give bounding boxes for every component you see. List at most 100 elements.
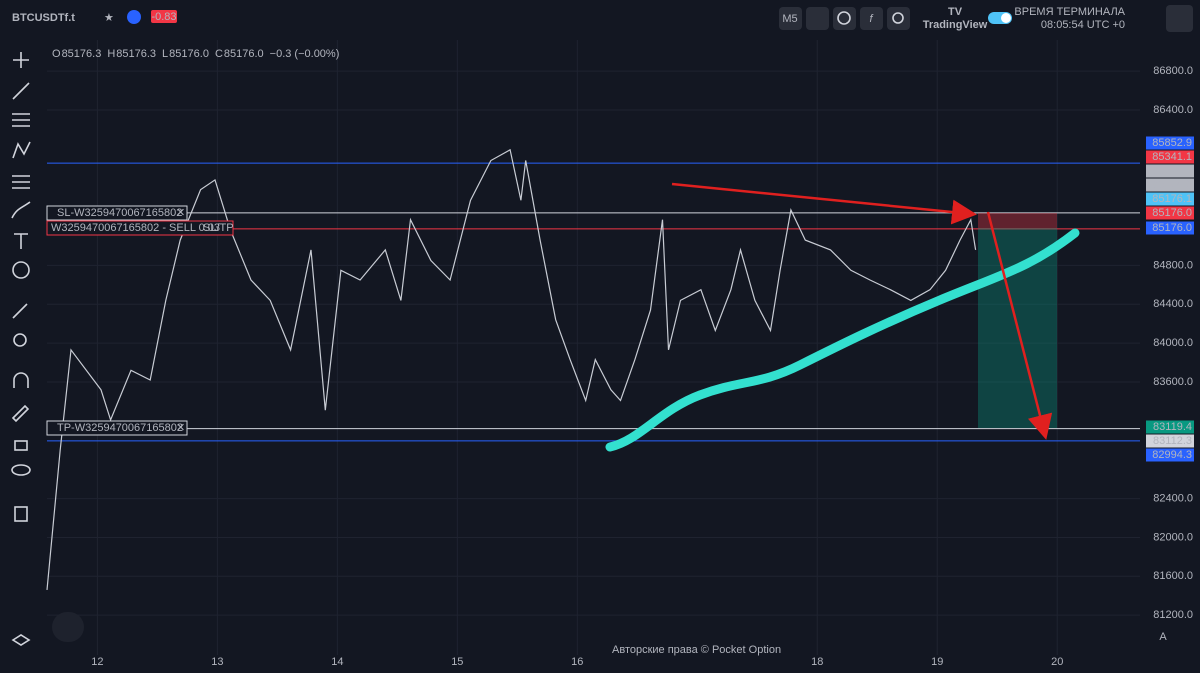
magnet-tool[interactable] bbox=[13, 372, 29, 388]
price-labels: 85852.9 85341.1 85326.7 85176.2 85176.1 85176… bbox=[1146, 136, 1194, 462]
time-label: ВРЕМЯ ТЕРМИНАЛА bbox=[1014, 6, 1125, 18]
ohlc-legend: O 85176.3 H 85176.3 L 85176.0 C 85176.0 −0.3 (−0… bbox=[52, 48, 339, 60]
y-tick-label: 84000.0 bbox=[1153, 337, 1193, 349]
price-tag-label: 85341.1 bbox=[1152, 151, 1192, 163]
trend-drawing bbox=[605, 228, 1080, 452]
price-tag bbox=[1146, 206, 1194, 220]
entry-label: W3259470067165802 - SELL 0.03 bbox=[51, 222, 220, 234]
sl-label: SL-W3259470067165802 bbox=[57, 207, 182, 219]
y-tick-label: 84800.0 bbox=[1153, 259, 1193, 271]
fib-tool[interactable] bbox=[12, 113, 30, 127]
x-tick-label: 12 bbox=[91, 656, 103, 668]
change: -0.83 bbox=[151, 11, 176, 23]
price-tag bbox=[1146, 448, 1194, 462]
ohlc-key: O bbox=[52, 48, 61, 60]
indicators-button[interactable] bbox=[860, 7, 883, 30]
lock-tool[interactable] bbox=[14, 440, 28, 451]
x-tick-label: 15 bbox=[451, 656, 463, 668]
toggle-knob bbox=[1001, 13, 1011, 23]
x-tick-label: 19 bbox=[931, 656, 943, 668]
y-tick-label: 86800.0 bbox=[1153, 65, 1193, 77]
projection-tool[interactable] bbox=[12, 175, 30, 189]
arrow bbox=[671, 182, 977, 225]
chart-type-button[interactable] bbox=[806, 7, 829, 30]
close-button[interactable]: ✕ bbox=[176, 207, 185, 219]
favorite-star[interactable]: ★ bbox=[104, 12, 114, 24]
info-icon[interactable] bbox=[127, 10, 141, 24]
x-tick-label: 20 bbox=[1051, 656, 1063, 668]
add-button[interactable] bbox=[833, 7, 856, 30]
toolbar-bg bbox=[0, 40, 42, 673]
price-tag bbox=[1146, 178, 1194, 192]
plot: 12 13 14 15 16 18 19 20 86800.0 86400.0 84800.0 844… bbox=[46, 40, 1193, 668]
price-tag bbox=[1146, 136, 1194, 150]
visibility-tool[interactable] bbox=[11, 464, 31, 476]
ruler-tool[interactable] bbox=[12, 303, 28, 319]
ohlc-value: 85176.3 bbox=[62, 48, 102, 60]
tv-logo: TV bbox=[948, 6, 963, 18]
pattern-tool[interactable] bbox=[12, 141, 31, 159]
y-tick-label: 84400.0 bbox=[1153, 298, 1193, 310]
text-tool[interactable] bbox=[14, 233, 28, 249]
loss-zone bbox=[978, 213, 1057, 228]
add-icon bbox=[837, 11, 851, 25]
x-tick-label: 18 bbox=[811, 656, 823, 668]
indicators-icon: f bbox=[869, 13, 873, 25]
price-tag-label: 85176.0 bbox=[1152, 222, 1192, 234]
auto-scale[interactable]: A bbox=[1159, 631, 1167, 643]
price-tag-label: 85326.7 bbox=[1152, 165, 1192, 177]
emoji-tool[interactable] bbox=[12, 261, 30, 279]
price-tag-label: 85176.1 bbox=[1152, 193, 1192, 205]
brand: TradingView bbox=[923, 19, 988, 31]
timeframe: M5 bbox=[782, 13, 797, 25]
ohlc-key: L bbox=[162, 48, 168, 60]
arrow bbox=[986, 211, 1053, 440]
timeframe-button[interactable] bbox=[779, 7, 802, 30]
price-tag bbox=[1146, 221, 1194, 235]
tp-label-box bbox=[46, 420, 188, 436]
ohlc-value: 85176.0 bbox=[224, 48, 264, 60]
sltp-button[interactable]: SL/TP bbox=[203, 222, 234, 234]
tp-label: TP-W3259470067165802 bbox=[57, 422, 183, 434]
entry-label-box bbox=[46, 220, 234, 236]
order-labels: SL-W3259470067165802 ✕ W3259470067165802… bbox=[46, 205, 234, 436]
price-tag bbox=[1146, 434, 1194, 448]
delete-tool[interactable] bbox=[14, 506, 28, 522]
sl-label-box bbox=[46, 205, 188, 221]
tv-badge bbox=[52, 612, 84, 642]
x-tick-label: 14 bbox=[331, 656, 343, 668]
close-button[interactable]: ✕ bbox=[176, 422, 185, 434]
line-tool[interactable] bbox=[12, 82, 30, 100]
x-tick-label: 16 bbox=[571, 656, 583, 668]
settings-button[interactable] bbox=[887, 7, 910, 30]
zoom-tool[interactable] bbox=[13, 333, 27, 347]
y-tick-label: 81200.0 bbox=[1153, 609, 1193, 621]
ohlc-value: 85176.3 bbox=[116, 48, 156, 60]
symbol[interactable]: BTCUSDTf.t bbox=[12, 12, 75, 24]
ohlc-key: H bbox=[107, 48, 115, 60]
price-tag bbox=[1146, 164, 1194, 178]
price-line bbox=[46, 148, 977, 590]
price-tag-label: 82994.3 bbox=[1152, 449, 1192, 461]
y-tick-label: 82000.0 bbox=[1153, 531, 1193, 543]
draw-mode-tool[interactable] bbox=[11, 404, 30, 423]
x-tick-label: 13 bbox=[211, 656, 223, 668]
brush-tool[interactable] bbox=[11, 201, 31, 219]
layers-tool[interactable] bbox=[11, 634, 31, 646]
crosshair-tool[interactable] bbox=[13, 52, 29, 68]
ohlc-key: C bbox=[215, 48, 223, 60]
fullscreen-button[interactable] bbox=[1166, 5, 1193, 32]
y-tick-label: 81600.0 bbox=[1153, 570, 1193, 582]
ohlc-value: 85176.0 bbox=[169, 48, 209, 60]
watermark: Авторские права © Pocket Option bbox=[612, 644, 781, 656]
price-tag-label: 85852.9 bbox=[1152, 137, 1192, 149]
price-tag-label: 83119.4 bbox=[1153, 421, 1192, 433]
left-toolbar bbox=[0, 40, 42, 673]
price-tag-label: 85176.2 bbox=[1152, 179, 1192, 191]
y-tick-label: 83600.0 bbox=[1153, 376, 1193, 388]
change-badge bbox=[151, 10, 177, 23]
settings-icon bbox=[892, 12, 904, 24]
